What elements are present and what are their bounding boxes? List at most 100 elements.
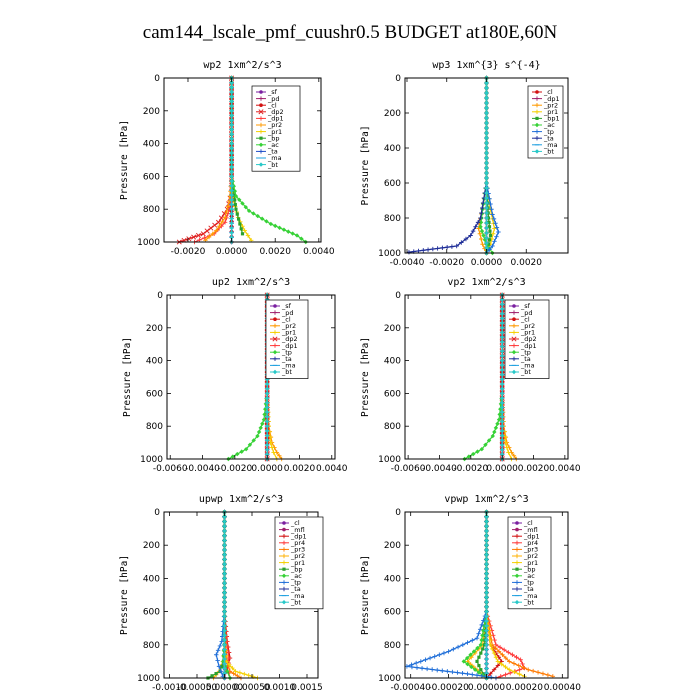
data-point — [507, 667, 512, 672]
data-point — [268, 221, 274, 227]
legend-marker — [534, 103, 540, 108]
legend-label: _ma — [281, 362, 296, 370]
data-point — [490, 212, 495, 217]
data-point — [214, 652, 219, 657]
data-point — [229, 132, 234, 137]
data-point — [269, 445, 275, 450]
data-point — [435, 246, 440, 251]
data-point — [484, 105, 489, 111]
data-point — [480, 673, 485, 678]
data-point — [484, 160, 489, 166]
data-point — [259, 216, 265, 221]
legend-marker — [514, 600, 520, 605]
data-point — [455, 670, 460, 675]
data-point — [488, 201, 493, 207]
legend-marker — [281, 560, 287, 565]
data-point — [496, 417, 502, 422]
legend: _sf_pd_cl_dp2_dp1_pr2_pr1_bp_ac_ta_ma_bt — [251, 85, 301, 172]
data-point — [484, 528, 489, 534]
legend-marker — [281, 586, 287, 592]
y-tick-label: 200 — [143, 541, 160, 551]
y-tick-label: 800 — [146, 422, 163, 432]
legend-marker — [258, 122, 264, 128]
data-point — [454, 243, 459, 249]
data-point — [247, 442, 253, 447]
legend-label: _tp — [543, 128, 554, 136]
data-point — [484, 642, 489, 647]
data-point — [470, 638, 475, 643]
y-tick-label: 0 — [154, 74, 160, 84]
y-tick-label: 400 — [384, 144, 401, 154]
data-point — [273, 223, 278, 229]
data-point — [406, 249, 412, 255]
chart-panel: vp2 1xm^2/s^3 Pressure [hPa] 0 200 400 600 800… — [360, 277, 581, 474]
data-point — [499, 344, 505, 349]
data-point — [484, 552, 489, 557]
data-point — [499, 302, 505, 307]
data-point — [229, 113, 234, 118]
data-point — [484, 671, 489, 676]
data-point — [262, 412, 267, 417]
data-point — [229, 117, 234, 123]
legend-label: _ma — [290, 592, 305, 600]
data-point — [484, 150, 489, 156]
data-point — [229, 169, 234, 174]
data-point — [222, 552, 227, 557]
data-point — [222, 519, 227, 524]
data-point — [471, 649, 477, 654]
legend-label: _tp — [290, 579, 301, 587]
data-point — [484, 130, 489, 136]
data-point — [484, 585, 489, 591]
data-point — [499, 424, 505, 429]
legend-label: _ac — [523, 572, 535, 580]
legend-label: _dp1 — [267, 115, 284, 123]
legend-label: _dp1 — [290, 532, 307, 540]
panel-title: wp3 1xm^{3} s^{-4} — [432, 60, 540, 71]
data-point — [237, 197, 242, 202]
data-point — [222, 656, 227, 662]
data-point — [480, 633, 485, 638]
legend-marker — [534, 129, 540, 134]
data-point — [489, 675, 494, 680]
data-point — [416, 248, 421, 254]
data-point — [229, 89, 234, 95]
data-point — [449, 244, 455, 249]
x-tick-label: -0.00020 — [428, 683, 469, 693]
legend-marker — [534, 122, 540, 128]
legend-marker — [534, 109, 540, 114]
legend-box — [527, 85, 564, 159]
y-axis-label: Pressure [hPa] — [360, 125, 371, 205]
legend-marker — [511, 343, 517, 348]
data-point — [229, 94, 234, 99]
data-point — [488, 233, 493, 238]
legend-label: _pr1 — [523, 559, 538, 567]
data-point — [488, 642, 493, 647]
legend-label: _dp1 — [281, 342, 298, 350]
data-point — [484, 215, 489, 221]
data-point — [432, 654, 437, 659]
data-point — [479, 228, 485, 234]
legend-marker — [534, 96, 540, 101]
data-point — [484, 140, 489, 146]
legend: _cl_mfl_dp1_pr4_pr3_pr2_pr1_bp_ac_tp_ta_… — [274, 516, 324, 610]
legend-label: _cl — [290, 519, 300, 527]
legend-label: _pr3 — [290, 546, 305, 554]
data-point — [222, 614, 227, 619]
data-point — [491, 667, 497, 672]
data-point — [499, 377, 505, 382]
data-point — [222, 609, 227, 614]
data-point — [497, 645, 503, 650]
x-tick-label: -0.0020 — [453, 464, 488, 474]
data-point — [222, 220, 228, 225]
plot-frame — [163, 77, 322, 243]
data-point — [484, 185, 489, 191]
data-point — [229, 174, 234, 179]
data-point — [451, 647, 456, 652]
data-point — [499, 419, 505, 424]
data-point — [222, 561, 227, 567]
data-point — [469, 664, 474, 670]
data-point — [229, 103, 234, 109]
data-point — [264, 438, 270, 443]
data-point — [222, 585, 227, 591]
data-point — [435, 667, 440, 673]
